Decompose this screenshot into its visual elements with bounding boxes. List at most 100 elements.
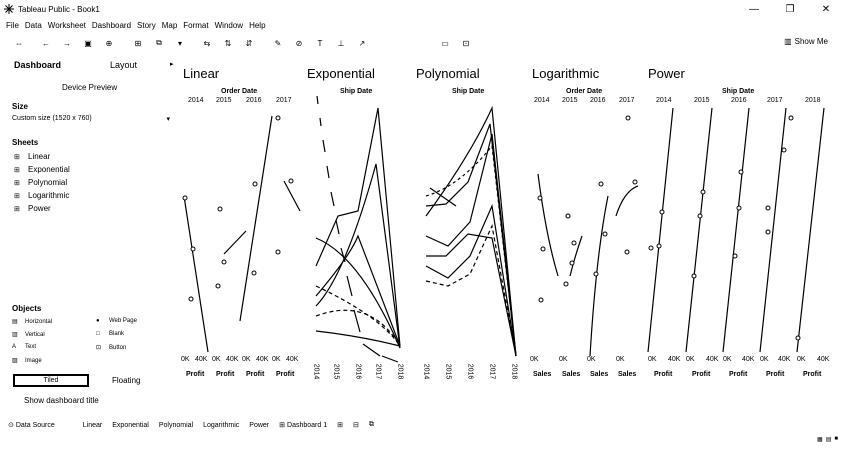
device-preview-button[interactable]: Device Preview (62, 83, 118, 92)
tab-power[interactable]: Power (249, 422, 269, 429)
sort-asc-icon[interactable]: ⇅ (224, 38, 232, 48)
axis-tick: 0K (797, 356, 806, 363)
new-story-tab-icon[interactable]: ⧉ (368, 421, 374, 428)
new-dashboard-tab-icon[interactable]: ⊟ (352, 422, 359, 429)
new-worksheet-tab-icon[interactable]: ⊞ (337, 422, 343, 429)
worksheet-icon: ⊞ (14, 153, 20, 161)
object-label: Button (109, 344, 127, 351)
maximize-icon[interactable]: ❐ (785, 3, 795, 15)
button-icon: ⊡ (96, 345, 102, 351)
tab-layout[interactable]: Layout (110, 60, 138, 70)
data-point (190, 246, 196, 252)
data-point (788, 115, 794, 121)
sheet-item-power[interactable]: ⊞ Power (14, 204, 51, 213)
floating-button[interactable]: Floating (112, 376, 141, 385)
presentation-icon[interactable]: ▭ (441, 38, 449, 48)
show-me-button[interactable]: ▥ Show Me (784, 37, 828, 46)
tab-dashboard[interactable]: Dashboard (14, 60, 62, 70)
sheet-item-linear[interactable]: ⊞ Linear (14, 152, 50, 161)
redo-icon[interactable]: → (63, 38, 71, 48)
tab-linear[interactable]: Linear (83, 422, 102, 429)
tab-label: Polynomial (158, 421, 194, 429)
tab-dashboard-1[interactable]: ⊞ Dashboard 1 (279, 421, 328, 430)
tab-logarithmic[interactable]: Logarithmic (203, 422, 239, 429)
trend-line (425, 144, 517, 357)
data-point (691, 273, 697, 279)
axis-tick: 2016 (246, 97, 262, 104)
grid-view-icon[interactable]: ▦ (817, 437, 823, 443)
axis-tick: 2015 (216, 97, 232, 104)
show-dashboard-title-checkbox[interactable]: Show dashboard title (24, 396, 99, 405)
swap-icon[interactable]: ⇆ (203, 38, 211, 48)
trend-line (722, 107, 750, 353)
menu-file[interactable]: File (6, 20, 19, 30)
sheet-item-polynomial[interactable]: ⊞ Polynomial (14, 178, 67, 187)
trend-line (315, 330, 401, 347)
data-point (217, 206, 223, 212)
object-button[interactable]: ⊡ Button (96, 344, 127, 352)
object-label: Web Page (109, 318, 137, 324)
clear-icon[interactable]: ▾ (177, 38, 182, 48)
axis-tick: 2016 (590, 97, 606, 104)
menu-dashboard[interactable]: Dashboard (91, 20, 132, 30)
new-worksheet-icon[interactable]: ⊞ (134, 38, 142, 48)
menu-format[interactable]: Format (183, 20, 209, 30)
object-horizontal[interactable]: ▤ Horizontal (12, 318, 52, 326)
sheet-title-linear: Linear (183, 66, 220, 81)
sheet-item-exponential[interactable]: ⊞ Exponential (14, 165, 70, 174)
sheet-item-logarithmic[interactable]: ⊞ Logarithmic (14, 191, 69, 200)
duplicate-icon[interactable]: ⧉ (156, 38, 162, 47)
label-icon[interactable]: T (317, 38, 323, 48)
trend-line (426, 233, 517, 357)
tableau-icon[interactable]: ⇔ (15, 38, 23, 48)
menu-worksheet[interactable]: Worksheet (47, 20, 86, 30)
undo-icon[interactable]: ← (42, 38, 50, 48)
list-view-icon[interactable]: ▤ (825, 437, 832, 443)
menu-window[interactable]: Window (214, 20, 244, 30)
object-web-page[interactable]: ● Web Page (96, 318, 137, 324)
trend-line (685, 107, 713, 353)
object-blank[interactable]: □ Blank (96, 331, 124, 337)
fit-icon[interactable]: ↗ (358, 38, 366, 48)
filmstrip-view-icon[interactable]: ■ (834, 436, 838, 442)
menu-data[interactable]: Data (24, 20, 42, 30)
axis-tick: 0K (587, 356, 596, 363)
trend-line (425, 224, 517, 357)
tab-label: Dashboard 1 (287, 421, 328, 429)
worksheet-icon: ⊞ (14, 205, 20, 213)
close-icon[interactable]: ✕ (821, 3, 831, 15)
group-icon[interactable]: ⊘ (295, 38, 303, 48)
axis-tick: 2015 (562, 97, 578, 104)
tab-polynomial[interactable]: Polynomial (159, 422, 193, 429)
size-dropdown[interactable]: Custom size (1520 x 760) ▾ (12, 115, 170, 123)
measure-label: Profit (803, 371, 822, 378)
tab-data-source[interactable]: ⊙ Data Source (8, 421, 55, 430)
minimize-icon[interactable]: — (749, 3, 759, 15)
object-vertical[interactable]: ▥ Vertical (12, 331, 45, 339)
menu-map[interactable]: Map (161, 20, 178, 30)
data-point (602, 231, 608, 237)
axis-tick: 2014 (534, 97, 550, 104)
fix-axes-icon[interactable]: ⊥ (337, 38, 345, 48)
title-bar: Tableau Public - Book1 (0, 0, 844, 18)
object-text[interactable]: A Text (12, 344, 36, 350)
object-image[interactable]: ▨ Image (12, 357, 42, 365)
menu-help[interactable]: Help (249, 20, 266, 30)
tab-exponential[interactable]: Exponential (112, 422, 149, 429)
tiled-button[interactable]: Tiled (13, 374, 89, 387)
size-heading: Size (12, 102, 29, 111)
trend-line (425, 203, 517, 357)
trend-line (223, 230, 247, 255)
collapse-arrow-icon[interactable]: ▸ (170, 61, 174, 68)
sort-desc-icon[interactable]: ⇵ (245, 38, 253, 48)
show-me-icon: ▥ (784, 37, 792, 46)
trend-line (315, 107, 401, 347)
new-data-source-icon[interactable]: ⊕ (105, 38, 113, 48)
axis-tick: 0K (242, 356, 251, 363)
save-icon[interactable]: ▣ (84, 38, 92, 48)
menu-story[interactable]: Story (137, 20, 156, 30)
data-point (736, 205, 742, 211)
share-icon[interactable]: ⊡ (462, 38, 470, 48)
data-point (659, 209, 665, 215)
highlight-icon[interactable]: ✎ (274, 38, 282, 48)
